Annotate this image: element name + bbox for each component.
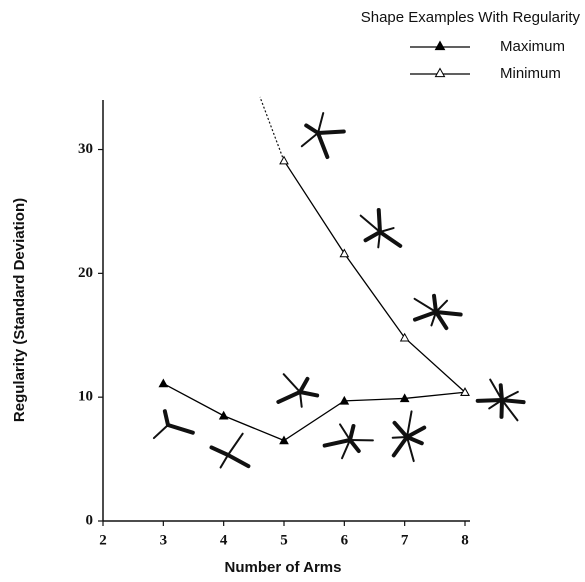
shape-arm — [405, 435, 424, 446]
x-tick-label: 2 — [99, 532, 107, 548]
shape-arm — [166, 423, 195, 435]
shape-arm — [316, 131, 330, 160]
y-tick-label: 30 — [78, 141, 93, 157]
shape-arm — [209, 445, 230, 457]
shape-example — [209, 432, 251, 469]
shape-arm — [434, 310, 449, 331]
shape-example — [359, 208, 403, 249]
legend-marker — [434, 67, 446, 78]
data-point — [339, 395, 350, 405]
legend-title: Shape Examples With Regularity — [361, 9, 581, 26]
x-tick-label: 6 — [341, 532, 349, 548]
shape-arm — [376, 208, 382, 234]
shape-arm — [316, 129, 346, 135]
shape-example — [322, 423, 374, 460]
data-point — [460, 387, 470, 396]
shape-arm — [499, 398, 504, 419]
data-point — [279, 155, 289, 165]
shape-arm — [434, 310, 463, 317]
shape-arm — [304, 123, 320, 135]
series-line — [283, 160, 466, 393]
shape-arm — [501, 399, 519, 422]
x-tick-label: 3 — [160, 532, 168, 548]
shape-arm — [378, 230, 403, 248]
shape-example — [276, 373, 320, 408]
shape-example — [475, 378, 526, 422]
legend-label: Minimum — [500, 65, 561, 82]
shape-arm — [299, 391, 303, 408]
shape-example — [152, 409, 195, 440]
y-tick-label: 10 — [78, 389, 93, 405]
shape-arm — [219, 454, 229, 469]
shape-arm — [227, 432, 244, 456]
data-point — [339, 248, 350, 258]
x-tick-label: 4 — [220, 532, 228, 548]
shape-arm — [226, 453, 251, 469]
shape-arm — [406, 410, 413, 438]
shape-arm — [363, 230, 382, 243]
y-tick-label: 20 — [78, 265, 93, 281]
series-line — [163, 382, 466, 442]
shape-arm — [379, 227, 395, 233]
data-point — [279, 435, 289, 445]
shape-arm — [298, 390, 320, 398]
x-axis-label: Number of Arms — [225, 559, 342, 576]
shape-example — [300, 112, 346, 160]
shape-arm — [162, 409, 170, 427]
extrapolation — [259, 96, 285, 162]
shape-arm — [498, 383, 504, 402]
shape-arm — [432, 293, 438, 314]
legend-marker — [434, 40, 446, 51]
x-tick-label: 5 — [280, 532, 288, 548]
shape-example — [412, 293, 463, 331]
data-point — [399, 332, 410, 342]
shape-arm — [391, 435, 409, 458]
data-point — [218, 410, 229, 420]
x-tick-label: 8 — [461, 532, 469, 548]
shape-arm — [322, 438, 352, 448]
data-point — [158, 378, 169, 388]
shape-arm — [348, 438, 361, 454]
shape-arm — [300, 132, 319, 148]
shape-example — [391, 410, 427, 463]
shape-arm — [435, 299, 449, 313]
shape-arm — [475, 398, 504, 403]
shape-arm — [405, 425, 427, 439]
shape-arm — [413, 297, 437, 313]
shape-arm — [501, 390, 519, 401]
shape-arm — [298, 376, 310, 394]
y-tick-label: 0 — [86, 512, 94, 528]
shape-arm — [392, 420, 409, 439]
shape-arm — [359, 214, 381, 233]
legend-label: Maximum — [500, 38, 565, 55]
shape-arm — [377, 231, 381, 249]
data-point — [399, 393, 410, 403]
shape-arm — [282, 373, 301, 393]
shape-arm — [276, 390, 302, 404]
shape-arm — [339, 423, 351, 441]
shape-arm — [317, 112, 325, 134]
shape-arm — [500, 398, 526, 405]
x-tick-label: 7 — [401, 532, 409, 548]
shape-arm — [341, 439, 351, 460]
shape-arm — [152, 424, 169, 440]
shape-arm — [348, 424, 356, 442]
shape-arm — [406, 436, 415, 463]
y-axis-label: Regularity (Standard Deviation) — [11, 198, 28, 422]
shape-arm — [412, 310, 438, 322]
